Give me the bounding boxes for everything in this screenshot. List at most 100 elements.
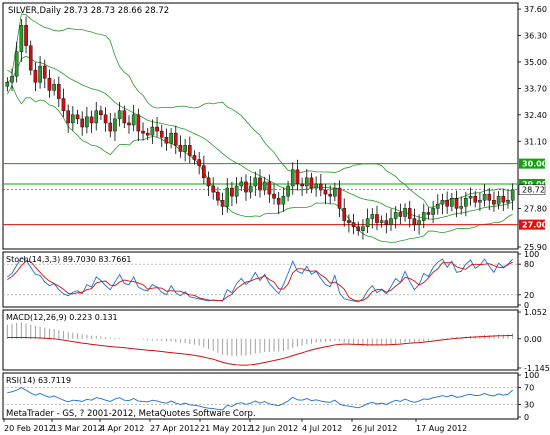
- bear-candle: [216, 191, 220, 201]
- stoch-tick-label: 80: [524, 260, 534, 269]
- macd-panel[interactable]: MACD(12,26,9) 0.223 0.131 1.052 0.00 -1.14…: [2, 308, 550, 373]
- price-tick-label: 31.10: [524, 137, 547, 146]
- bear-candle: [267, 181, 272, 195]
- price-axis: 37.60 36.30 35.00 33.70 32.40 31.10 27.80 25.90…: [3, 5, 548, 252]
- last-price-label-bg: [518, 184, 546, 195]
- bear-candle: [220, 200, 225, 207]
- bull-candle: [281, 195, 286, 205]
- bull-candle: [5, 82, 10, 87]
- time-tick-label: 27 Apr 2012: [150, 424, 199, 433]
- bear-candle: [356, 226, 361, 231]
- price-tick-label: 33.70: [524, 84, 547, 93]
- bull-candle: [131, 114, 136, 126]
- bear-candle: [99, 110, 103, 116]
- bull-candle: [314, 183, 318, 189]
- bear-candle: [300, 183, 304, 187]
- bear-candle: [89, 116, 94, 124]
- stoch-tick-label: 20: [524, 291, 534, 300]
- bear-candle: [309, 177, 314, 189]
- bull-candle: [225, 187, 230, 207]
- bear-candle: [141, 130, 145, 134]
- bear-candle: [295, 169, 300, 185]
- macd-title: MACD(12,26,9) 0.223 0.131: [6, 313, 118, 322]
- last-price-label: 28.72: [522, 186, 545, 195]
- rsi-tick-label: 100: [524, 371, 539, 380]
- bull-candle: [262, 181, 267, 191]
- stoch-panel-frame: [2, 251, 519, 308]
- bear-candle: [206, 177, 211, 187]
- stoch-tick-label: 0: [524, 301, 529, 310]
- time-tick-label: 4 Apr 2012: [100, 424, 144, 433]
- stoch-title: Stoch(14,3,3) 89.7030 83.7661: [6, 255, 132, 264]
- bollinger-upper: [7, 13, 513, 208]
- time-tick-label: 20 Feb 2012: [4, 424, 54, 433]
- bear-candle: [319, 183, 323, 191]
- bear-candle: [80, 118, 85, 128]
- stoch-signal-line: [7, 260, 513, 302]
- bear-candle: [473, 195, 478, 203]
- bear-candle: [197, 159, 201, 166]
- rsi-line-path: [7, 387, 513, 411]
- bull-candle: [417, 220, 421, 225]
- bull-candle: [52, 84, 56, 91]
- bollinger-lower: [6, 84, 513, 243]
- main-chart-title: SILVER,Daily 28.73 28.73 28.66 28.72: [8, 6, 169, 16]
- bear-candle: [42, 65, 47, 79]
- bear-candle: [127, 122, 131, 126]
- rsi-axis: 100 70 30 0: [518, 371, 539, 422]
- bear-candle: [33, 69, 38, 83]
- bear-candle: [122, 110, 127, 124]
- level-label-bg: [519, 219, 545, 230]
- bull-candle: [290, 169, 295, 187]
- bear-candle: [24, 25, 28, 46]
- bear-candle: [412, 218, 417, 225]
- rsi-title: RSI(14) 63.7119: [6, 376, 71, 385]
- price-tick-label: 27.80: [524, 204, 547, 213]
- bear-candle: [57, 84, 61, 99]
- bear-candle: [258, 177, 262, 191]
- level-label-bg: [519, 158, 545, 169]
- bull-candle: [496, 195, 501, 205]
- main-price-panel[interactable]: SILVER,Daily 28.73 28.73 28.66 28.72 37.…: [2, 2, 548, 252]
- level-label-bg: [519, 178, 545, 189]
- rsi-tick-label: 70: [524, 384, 534, 393]
- bull-candle: [393, 212, 398, 219]
- bull-candle: [304, 177, 309, 187]
- horizontal-level-lines[interactable]: [3, 163, 518, 226]
- price-tick-label: 36.30: [524, 32, 547, 41]
- bear-candle: [61, 98, 66, 111]
- macd-signal-line: [7, 335, 513, 366]
- stoch-levels: [3, 263, 518, 296]
- bear-candle: [272, 193, 276, 199]
- bear-candle: [407, 208, 412, 219]
- bull-candle: [248, 185, 253, 193]
- bull-candle: [431, 208, 435, 215]
- bear-candle: [178, 145, 183, 152]
- macd-tick-label: 1.052: [524, 308, 547, 317]
- bear-candle: [202, 165, 206, 179]
- stoch-tick-label: 100: [524, 250, 539, 259]
- bull-candle: [253, 177, 258, 187]
- bull-candle: [14, 51, 19, 77]
- bull-candle: [71, 114, 75, 124]
- bear-candle: [342, 208, 347, 221]
- bull-candle: [440, 200, 445, 205]
- bull-candle: [468, 195, 473, 199]
- bull-candle: [365, 218, 370, 227]
- bear-candle: [28, 45, 33, 71]
- bear-candle: [501, 195, 506, 203]
- bull-candle: [510, 189, 515, 201]
- bear-candle: [173, 132, 178, 146]
- bull-candle: [421, 212, 426, 221]
- bear-candle: [454, 197, 459, 209]
- rsi-panel-frame: [2, 372, 519, 420]
- rsi-panel[interactable]: RSI(14) 63.7119 MetaTrader - GS, ? 2001-…: [2, 371, 539, 422]
- macd-histogram: [6, 322, 514, 357]
- level-label: 27.00: [522, 221, 548, 230]
- time-tick-label: 21 May 2012: [200, 424, 252, 433]
- macd-panel-frame: [2, 309, 519, 371]
